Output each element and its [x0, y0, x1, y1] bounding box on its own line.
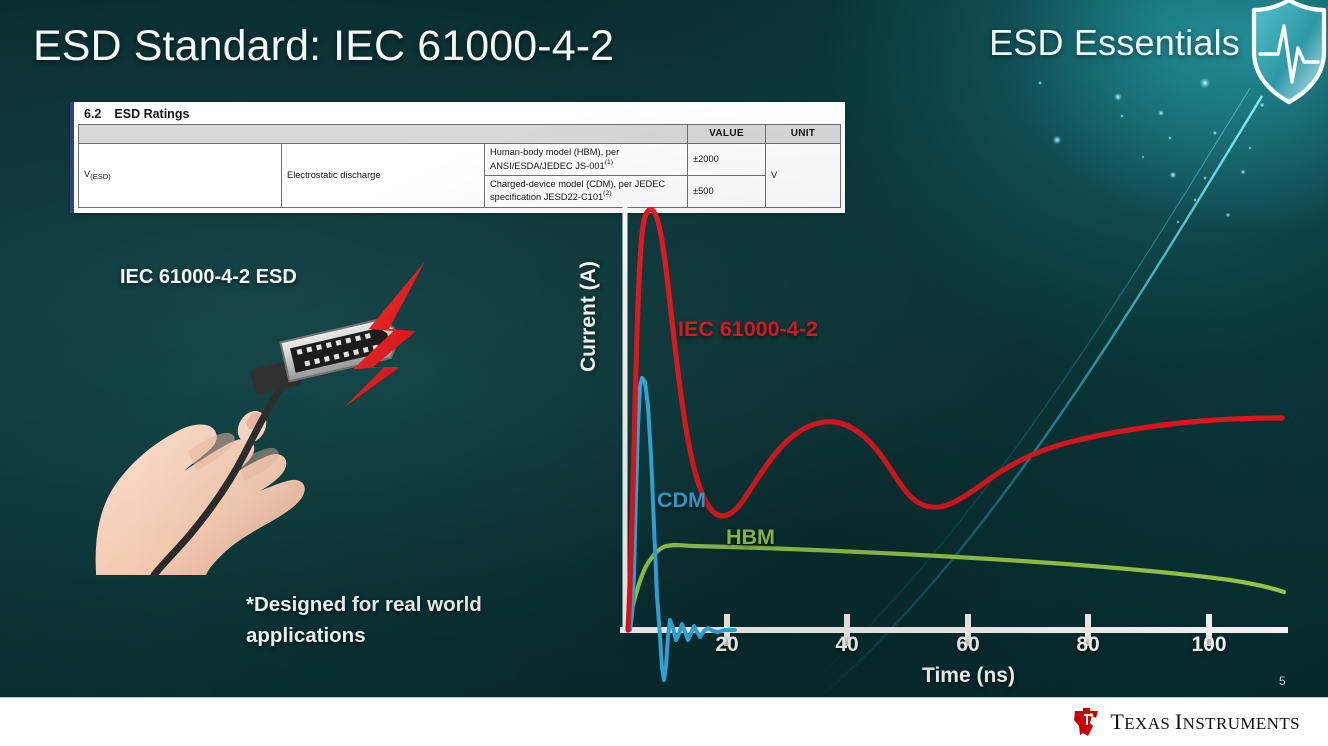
x-tick-20: 20 [715, 633, 739, 656]
brand-label: ESD Essentials [989, 22, 1240, 63]
texas-instruments-logo: TEXAS INSTRUMENTS [1071, 705, 1300, 739]
esd-ratings-table: VALUE UNIT V(ESD) Electrostatic discharg… [78, 123, 841, 208]
hand-with-hdmi-illustration [95, 261, 425, 575]
series-label-cdm: CDM [657, 488, 706, 512]
table-caption-text: ESD Ratings [114, 107, 190, 121]
series-hbm-line [625, 542, 1287, 633]
table-row: V(ESD) Electrostatic discharge Human-bod… [78, 143, 841, 208]
ti-word-t: T [1110, 709, 1125, 734]
table-header-row: VALUE UNIT [78, 123, 841, 145]
series-label-hbm: HBM [726, 525, 775, 549]
ti-word-exas: EXAS [1124, 714, 1175, 733]
cell-symbol: V(ESD) [78, 143, 282, 208]
table-header-value: VALUE [687, 123, 766, 145]
esd-waveform-chart [620, 200, 1288, 682]
esd-ratings-table-card: 6.2 ESD Ratings VALUE UNIT V(ESD) Electro… [70, 102, 845, 213]
shield-ecg-icon [1251, 0, 1327, 105]
illustration-label: IEC 61000-4-2 ESD [120, 266, 297, 288]
series-cdm-line [628, 376, 737, 682]
table-header-unit: UNIT [765, 123, 841, 145]
cell-unit: V [765, 143, 841, 208]
lightning-bolt-icon [344, 261, 425, 408]
ti-wordmark: TEXAS INSTRUMENTS [1110, 709, 1300, 735]
x-axis-label: Time (ns) [922, 664, 1015, 687]
cell-condition: Human-body model (HBM), per ANSI/ESDA/JE… [484, 143, 688, 176]
ti-word-i: I [1174, 709, 1183, 734]
slide-canvas: ESD Standard: IEC 61000-4-2 ESD Essentia… [0, 0, 1328, 697]
table-caption: 6.2 ESD Ratings [78, 105, 841, 124]
cell-value-hbm: ±2000 [687, 143, 766, 176]
x-tick-80: 80 [1076, 633, 1100, 656]
page-title: ESD Standard: IEC 61000-4-2 [33, 22, 615, 70]
ti-texas-shape-icon [1074, 708, 1099, 736]
series-label-iec: IEC 61000-4-2 [678, 317, 818, 341]
x-tick-40: 40 [835, 633, 859, 656]
cell-condition: Charged-device model (CDM), per JEDEC sp… [484, 174, 688, 208]
series-iec-line [625, 207, 1285, 633]
ti-word-nstruments: NSTRUMENTS [1182, 714, 1300, 733]
slide-footer: TEXAS INSTRUMENTS [0, 697, 1328, 746]
page-number: 5 [1279, 674, 1286, 688]
cell-parameter: Electrostatic discharge [281, 143, 485, 208]
y-axis-label: Current (A) [577, 261, 600, 372]
illustration-note: *Designed for real world applications [246, 593, 482, 648]
symbol-subscript: (ESD) [90, 172, 111, 182]
x-tick-100: 100 [1191, 633, 1227, 656]
cell-value-cdm: ±500 [687, 174, 766, 208]
cable-icon [150, 373, 292, 575]
table-caption-number: 6.2 [84, 107, 102, 121]
symbol-main: V [84, 169, 91, 180]
x-tick-60: 60 [956, 633, 980, 656]
hand-icon [95, 411, 305, 575]
table-row: Charged-device model (CDM), per JEDEC sp… [79, 174, 841, 208]
table-header-blank [78, 123, 688, 145]
